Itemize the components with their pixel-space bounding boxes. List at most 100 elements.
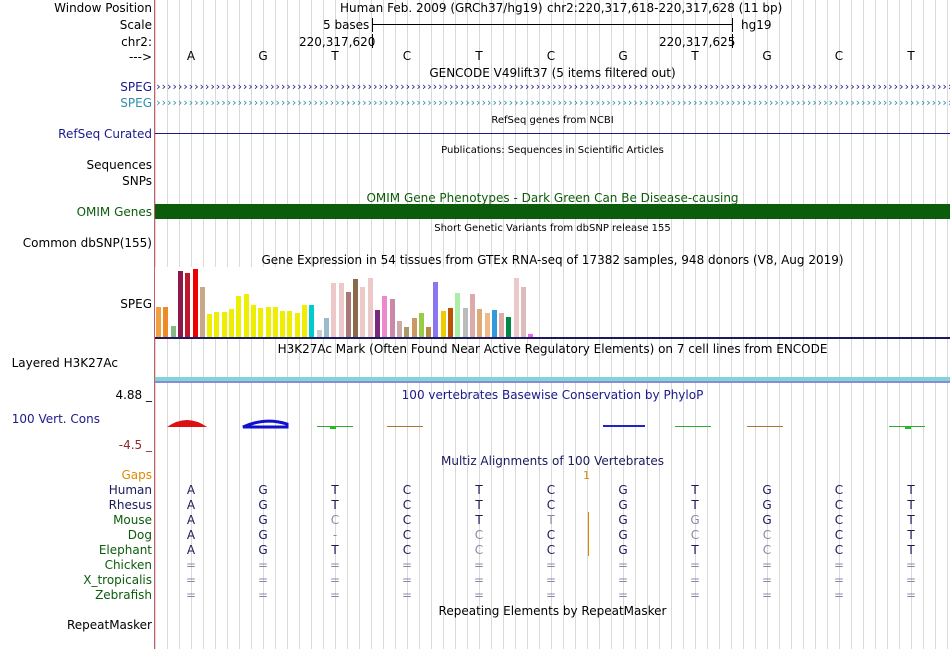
- gtex-bar-chart[interactable]: [155, 267, 535, 337]
- species-label-rhesus[interactable]: Rhesus: [108, 498, 152, 512]
- omim-gene-bar[interactable]: [155, 204, 950, 219]
- gtex-tissue-bar[interactable]: [426, 327, 432, 337]
- track-label-dbsnp[interactable]: Common dbSNP(155): [22, 236, 152, 250]
- alignment-base: =: [905, 558, 917, 572]
- gtex-tissue-bar[interactable]: [199, 287, 205, 337]
- track-image-area[interactable]: Human Feb. 2009 (GRCh37/hg19) chr2:220,3…: [155, 0, 950, 649]
- gtex-tissue-bar[interactable]: [258, 308, 264, 337]
- gtex-tissue-bar[interactable]: [491, 310, 497, 337]
- gtex-tissue-bar[interactable]: [316, 330, 322, 337]
- gtex-tissue-bar[interactable]: [236, 296, 242, 337]
- gtex-tissue-bar[interactable]: [243, 294, 249, 337]
- gtex-tissue-bar[interactable]: [331, 283, 337, 337]
- track-label-snps[interactable]: SNPs: [122, 174, 152, 188]
- gtex-tissue-bar[interactable]: [287, 311, 293, 337]
- gtex-tissue-bar[interactable]: [521, 287, 526, 337]
- gtex-tissue-bar[interactable]: [353, 279, 359, 337]
- gtex-tissue-bar[interactable]: [448, 308, 453, 337]
- gtex-tissue-bar[interactable]: [156, 307, 161, 337]
- speg-transcript-2[interactable]: ››››››››››››››››››››››››››››››››››››››››…: [155, 98, 950, 108]
- gtex-tissue-bar[interactable]: [528, 334, 534, 337]
- dbsnp-title: Short Genetic Variants from dbSNP releas…: [434, 223, 671, 234]
- gtex-tissue-bar[interactable]: [513, 278, 519, 337]
- gtex-tissue-bar[interactable]: [250, 305, 256, 337]
- track-label-refseq[interactable]: RefSeq Curated: [58, 127, 152, 141]
- species-label-zebrafish[interactable]: Zebrafish: [95, 588, 152, 602]
- track-label-speg-2[interactable]: SPEG: [120, 96, 152, 110]
- alignment-base: =: [905, 588, 917, 602]
- alignment-base: =: [545, 588, 557, 602]
- track-label-speg-1[interactable]: SPEG: [120, 80, 152, 94]
- track-label-h3k27ac[interactable]: Layered H3K27Ac: [11, 356, 118, 370]
- track-label-gtex[interactable]: SPEG: [120, 297, 152, 311]
- gtex-tissue-bar[interactable]: [506, 317, 512, 337]
- window-position-label: Window Position: [54, 1, 152, 15]
- gridline: [743, 0, 744, 649]
- gtex-tissue-bar[interactable]: [192, 269, 198, 337]
- gtex-tissue-bar[interactable]: [477, 309, 483, 337]
- alignment-base: =: [761, 573, 773, 587]
- gtex-tissue-bar[interactable]: [309, 305, 315, 337]
- alignment-base: =: [689, 558, 701, 572]
- gtex-tissue-bar[interactable]: [389, 299, 395, 337]
- gtex-tissue-bar[interactable]: [360, 287, 366, 337]
- gtex-tissue-bar[interactable]: [214, 312, 220, 337]
- gtex-tissue-bar[interactable]: [265, 307, 271, 337]
- gtex-tissue-bar[interactable]: [367, 278, 373, 337]
- alignment-base: G: [258, 483, 268, 497]
- gtex-tissue-bar[interactable]: [455, 293, 461, 337]
- track-label-gaps[interactable]: Gaps: [121, 468, 152, 482]
- gtex-tissue-bar[interactable]: [418, 313, 424, 337]
- species-label-dog[interactable]: Dog: [127, 528, 152, 542]
- gtex-tissue-bar[interactable]: [177, 271, 183, 337]
- gtex-tissue-bar[interactable]: [163, 307, 169, 337]
- gtex-tissue-bar[interactable]: [484, 313, 490, 337]
- refseq-title: RefSeq genes from NCBI: [491, 115, 614, 126]
- gtex-tissue-bar[interactable]: [170, 326, 176, 337]
- track-label-repeatmasker[interactable]: RepeatMasker: [66, 618, 152, 632]
- gtex-tissue-bar[interactable]: [440, 311, 446, 337]
- species-label-chicken[interactable]: Chicken: [104, 558, 152, 572]
- gtex-tissue-bar[interactable]: [272, 307, 278, 337]
- gtex-tissue-bar[interactable]: [229, 309, 234, 337]
- phylop-max-label: 4.88 _: [115, 388, 152, 402]
- gtex-tissue-bar[interactable]: [462, 308, 468, 337]
- track-label-omim[interactable]: OMIM Genes: [76, 205, 152, 219]
- gtex-tissue-bar[interactable]: [404, 327, 410, 337]
- gridline: [695, 0, 696, 649]
- phylop-signal[interactable]: [155, 415, 950, 435]
- gtex-tissue-bar[interactable]: [323, 318, 329, 337]
- gtex-tissue-bar[interactable]: [433, 282, 439, 337]
- refseq-gene-line[interactable]: [155, 133, 950, 134]
- gtex-tissue-bar[interactable]: [396, 321, 402, 337]
- h3k27ac-layer-2[interactable]: [155, 381, 950, 383]
- gridline: [791, 0, 792, 649]
- gtex-tissue-bar[interactable]: [338, 283, 344, 337]
- gtex-tissue-bar[interactable]: [302, 305, 307, 337]
- gtex-tissue-bar[interactable]: [375, 310, 380, 337]
- gtex-tissue-bar[interactable]: [382, 296, 388, 337]
- alignment-base: =: [257, 558, 269, 572]
- species-label-mouse[interactable]: Mouse: [113, 513, 152, 527]
- gtex-tissue-bar[interactable]: [185, 273, 191, 337]
- h3k27ac-layer-1[interactable]: [155, 377, 950, 381]
- phylop-tick-g: [603, 425, 645, 427]
- gtex-tissue-bar[interactable]: [411, 318, 417, 337]
- gtex-tissue-bar[interactable]: [294, 313, 300, 337]
- phylop-tick-t2: [675, 426, 711, 427]
- gtex-tissue-bar[interactable]: [207, 314, 213, 337]
- gtex-tissue-bar[interactable]: [469, 294, 475, 337]
- speg-transcript-1[interactable]: ››››››››››››››››››››››››››››››››››››››››…: [155, 82, 950, 92]
- species-label-elephant[interactable]: Elephant: [98, 543, 152, 557]
- gtex-tissue-bar[interactable]: [499, 313, 505, 337]
- gtex-tissue-bar[interactable]: [221, 312, 227, 337]
- gridline: [635, 0, 636, 649]
- track-label-sequences[interactable]: Sequences: [86, 158, 152, 172]
- track-label-phylop[interactable]: 100 Vert. Cons: [11, 412, 100, 426]
- alignment-base: C: [834, 528, 844, 542]
- species-label-human[interactable]: Human: [108, 483, 152, 497]
- gtex-tissue-bar[interactable]: [280, 311, 286, 337]
- species-label-x_tropicalis[interactable]: X_tropicalis: [83, 573, 152, 587]
- alignment-base: C: [834, 483, 844, 497]
- gtex-tissue-bar[interactable]: [345, 292, 351, 337]
